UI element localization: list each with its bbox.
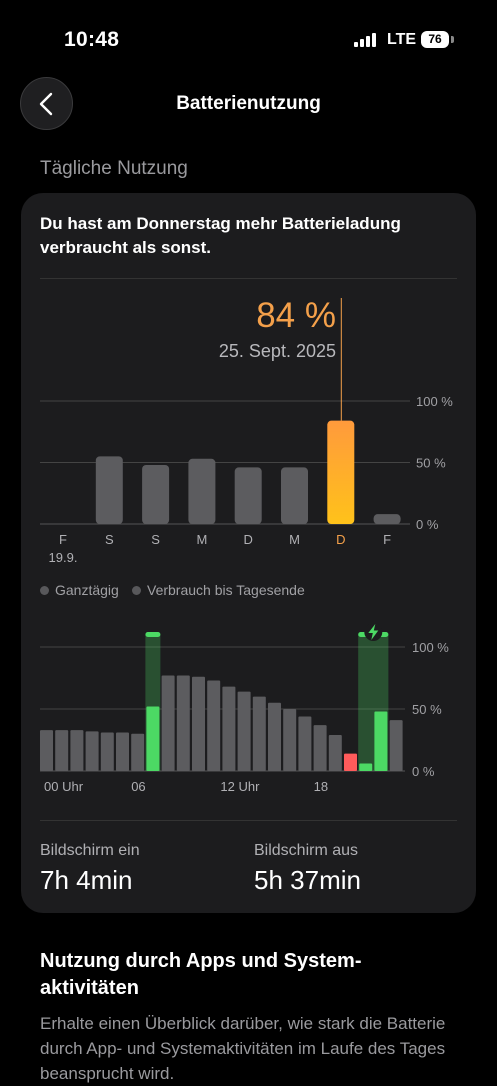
legend-dot <box>40 586 49 595</box>
usage-headline: Du hast am Donnerstag mehr Batterieladun… <box>40 214 401 257</box>
daily-bar[interactable] <box>142 464 170 524</box>
hourly-bar[interactable] <box>268 702 281 771</box>
hourly-bar[interactable] <box>313 725 327 771</box>
divider <box>40 278 457 279</box>
hourly-bar[interactable] <box>176 675 190 771</box>
hourly-bar[interactable] <box>283 709 297 771</box>
network-type: LTE <box>387 31 417 48</box>
y-tick-label: 0 % <box>416 517 439 532</box>
y-tick-label: 100 % <box>412 640 449 655</box>
apps-section-description: Erhalte einen Überblick darüber, wie sta… <box>40 1014 446 1083</box>
y-tick-label: 50 % <box>416 456 446 471</box>
hourly-bar[interactable] <box>328 735 342 771</box>
x-tick-label: D <box>244 532 253 547</box>
hourly-bar[interactable] <box>298 716 312 771</box>
hourly-bar[interactable] <box>344 753 357 771</box>
daily-usage-card <box>21 193 476 913</box>
hourly-bar[interactable] <box>85 731 99 771</box>
screen-on-value: 7h 4min <box>40 865 133 895</box>
x-tick-label: 12 Uhr <box>220 779 260 794</box>
legend-label: Ganztägig <box>55 582 119 598</box>
legend-dot <box>132 586 141 595</box>
x-tick-label: D <box>336 532 345 547</box>
daily-bar[interactable] <box>95 456 123 524</box>
x-tick-label: F <box>59 532 67 547</box>
screen-off-label: Bildschirm aus <box>254 842 359 859</box>
x-tick-label: 18 <box>314 779 328 794</box>
daily-usage-chart[interactable]: 0 % 50 % 100 % F 19.9. S S M D M D F <box>0 290 497 570</box>
y-tick-label: 50 % <box>412 702 442 717</box>
daily-bar[interactable] <box>234 467 262 524</box>
hourly-bar[interactable] <box>100 732 114 771</box>
page-title: Batterienutzung <box>176 93 321 114</box>
hourly-bar[interactable] <box>146 706 160 771</box>
hourly-bar[interactable] <box>252 696 266 771</box>
chevron-left-icon <box>39 92 53 116</box>
charging-bolt-icon <box>364 623 383 641</box>
hourly-bar[interactable] <box>389 720 403 771</box>
daily-bar[interactable] <box>281 467 308 524</box>
hourly-bar[interactable] <box>116 732 129 771</box>
status-time: 10:48 <box>64 28 120 51</box>
x-tick-label: 00 Uhr <box>44 779 84 794</box>
x-tick-label: S <box>151 532 160 547</box>
daily-bar[interactable] <box>327 420 355 524</box>
x-tick-label: F <box>383 532 391 547</box>
back-button[interactable] <box>20 77 73 130</box>
x-tick-sublabel: 19.9. <box>49 550 78 565</box>
apps-section-title: Nutzung durch Apps und System-aktivitäte… <box>40 950 362 999</box>
x-tick-label: M <box>196 532 207 547</box>
legend-all-day: Ganztägig <box>40 582 119 598</box>
x-tick-label: 06 <box>131 779 145 794</box>
hourly-bar[interactable] <box>374 711 388 771</box>
screen-off-value: 5h 37min <box>254 865 361 895</box>
hourly-bar[interactable] <box>40 730 53 771</box>
hourly-bar[interactable] <box>161 675 175 771</box>
hourly-battery-chart[interactable]: 0 % 50 % 100 % 00 Uhr 06 12 Uhr 18 <box>0 615 497 800</box>
daily-bar[interactable] <box>373 514 401 524</box>
hourly-bar[interactable] <box>192 676 205 771</box>
y-tick-label: 0 % <box>412 764 435 779</box>
screen-on-label: Bildschirm ein <box>40 842 140 859</box>
section-title: Tägliche Nutzung <box>40 158 188 179</box>
selected-value: 84 % <box>256 296 336 335</box>
hourly-bar[interactable] <box>70 730 84 771</box>
hourly-bar[interactable] <box>237 691 251 771</box>
hourly-bar[interactable] <box>131 733 145 771</box>
y-tick-label: 100 % <box>416 394 453 409</box>
battery-icon: 76 <box>421 31 449 48</box>
battery-nub <box>451 36 454 43</box>
legend-until-end: Verbrauch bis Tagesende <box>132 582 305 598</box>
divider <box>40 820 457 821</box>
legend-label: Verbrauch bis Tagesende <box>147 582 305 598</box>
selected-date: 25. Sept. 2025 <box>218 341 336 361</box>
cellular-signal-icon <box>354 33 378 47</box>
daily-bar[interactable] <box>188 458 216 524</box>
x-tick-label: S <box>105 532 114 547</box>
x-tick-label: M <box>289 532 300 547</box>
charging-cap <box>145 632 161 637</box>
hourly-bar[interactable] <box>55 730 69 771</box>
hourly-bar[interactable] <box>222 686 236 771</box>
hourly-bar[interactable] <box>207 680 221 771</box>
hourly-bar[interactable] <box>359 763 373 771</box>
